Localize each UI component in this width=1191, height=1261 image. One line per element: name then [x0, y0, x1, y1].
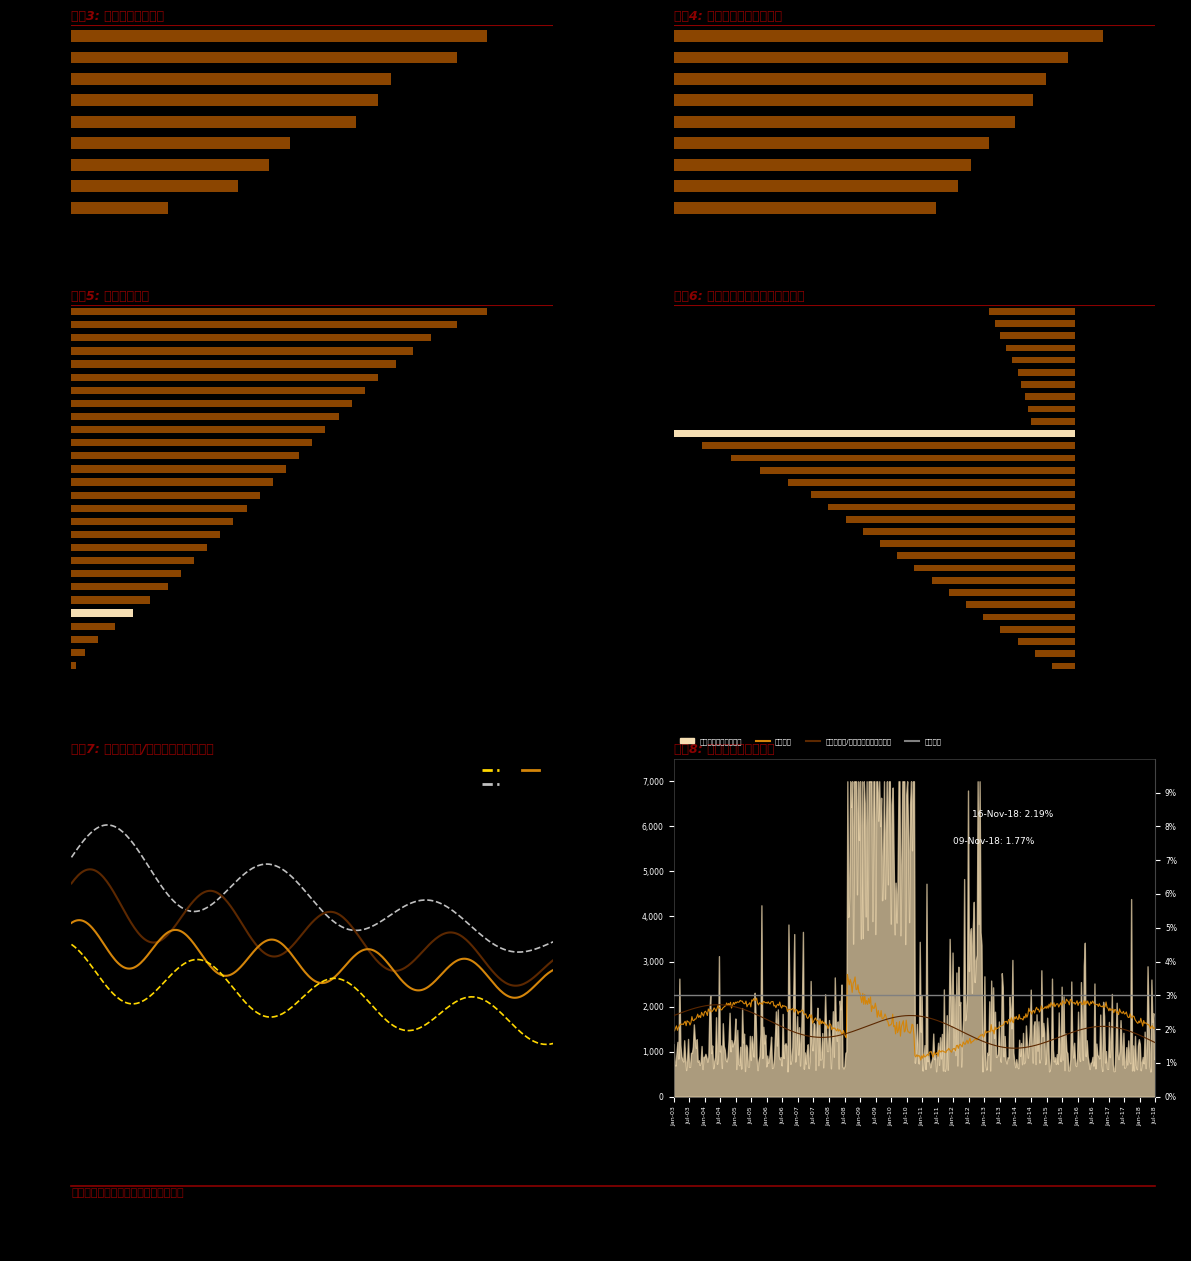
Bar [674, 73, 1046, 84]
Bar [984, 614, 1075, 620]
Bar [674, 430, 1075, 436]
Bar [71, 649, 85, 656]
Bar [674, 137, 989, 149]
Bar [71, 412, 338, 420]
Bar [71, 95, 378, 106]
Bar [71, 636, 98, 643]
Bar [1035, 651, 1075, 657]
Bar [71, 453, 299, 459]
Text: 图表3: 上周创业板指领涨: 图表3: 上周创业板指领涨 [71, 10, 164, 23]
Bar [966, 601, 1075, 608]
Bar [71, 596, 150, 604]
Text: 图表7: 上周周期性/防御性板块比例上升: 图表7: 上周周期性/防御性板块比例上升 [71, 743, 214, 757]
Bar [1031, 417, 1075, 425]
Bar [1028, 406, 1075, 412]
Bar [71, 116, 356, 127]
Bar [71, 202, 168, 213]
Text: 16-Nov-18: 2.19%: 16-Nov-18: 2.19% [972, 811, 1054, 820]
Bar [1006, 344, 1075, 352]
Bar [1000, 333, 1075, 339]
Bar [674, 30, 1103, 42]
Text: 资料来源：万得资讯、中金公司研究部: 资料来源：万得资讯、中金公司研究部 [71, 1189, 185, 1198]
Bar [931, 578, 1075, 584]
Bar [811, 492, 1075, 498]
Bar [674, 180, 959, 192]
Bar [846, 516, 1075, 522]
Bar [71, 30, 487, 42]
Bar [71, 439, 312, 446]
Bar [897, 552, 1075, 559]
Bar [674, 52, 1067, 63]
Bar [989, 308, 1075, 314]
Legend: 日均成交额（十亿元）, 上证综指, 日均成交额/自由流通市值（右轴）, 历史均值: 日均成交额（十亿元）, 上证综指, 日均成交额/自由流通市值（右轴）, 历史均值 [676, 735, 944, 748]
Bar [71, 543, 207, 551]
Bar [71, 52, 457, 63]
Bar [71, 609, 132, 617]
Bar [1024, 393, 1075, 400]
Bar [731, 455, 1075, 462]
Bar [71, 322, 457, 328]
Text: 图表6: 年初至今，银行表现相对稳健: 图表6: 年初至今，银行表现相对稳健 [674, 290, 804, 303]
Bar [829, 503, 1075, 511]
Bar [71, 159, 268, 170]
Bar [674, 159, 972, 170]
Bar [1000, 625, 1075, 633]
Bar [994, 320, 1075, 327]
Bar [71, 584, 168, 590]
Bar [1017, 638, 1075, 644]
Bar [71, 623, 116, 629]
Bar [1021, 381, 1075, 388]
Bar [674, 202, 936, 213]
Bar [915, 565, 1075, 571]
Bar [880, 540, 1075, 547]
Text: 图表8: 上周市场换手率上升: 图表8: 上周市场换手率上升 [674, 743, 774, 757]
Bar [71, 557, 194, 564]
Bar [1052, 662, 1075, 670]
Bar [71, 137, 291, 149]
Bar [71, 518, 233, 525]
Bar [71, 492, 260, 498]
Bar [71, 426, 325, 434]
Bar [862, 528, 1075, 535]
Bar [674, 95, 1033, 106]
Bar [71, 570, 181, 578]
Bar [71, 531, 220, 538]
Bar [71, 73, 391, 84]
Legend: , , : , , [479, 763, 549, 792]
Bar [71, 400, 351, 407]
Bar [1012, 357, 1075, 363]
Bar [1017, 369, 1075, 376]
Bar [71, 334, 430, 342]
Bar [788, 479, 1075, 485]
Bar [71, 662, 76, 670]
Bar [71, 387, 364, 393]
Bar [71, 347, 413, 354]
Bar [71, 308, 487, 315]
Bar [703, 443, 1075, 449]
Bar [71, 180, 238, 192]
Text: 图表5: 上周传媒领涨: 图表5: 上周传媒领涨 [71, 290, 150, 303]
Bar [674, 116, 1015, 127]
Text: 图表4: 年初至今中小板指领跌: 图表4: 年初至今中小板指领跌 [674, 10, 781, 23]
Bar [71, 504, 247, 512]
Bar [71, 373, 378, 381]
Bar [71, 361, 395, 368]
Text: 09-Nov-18: 1.77%: 09-Nov-18: 1.77% [953, 837, 1034, 846]
Bar [71, 478, 273, 485]
Bar [949, 589, 1075, 596]
Bar [71, 465, 286, 473]
Bar [760, 467, 1075, 474]
